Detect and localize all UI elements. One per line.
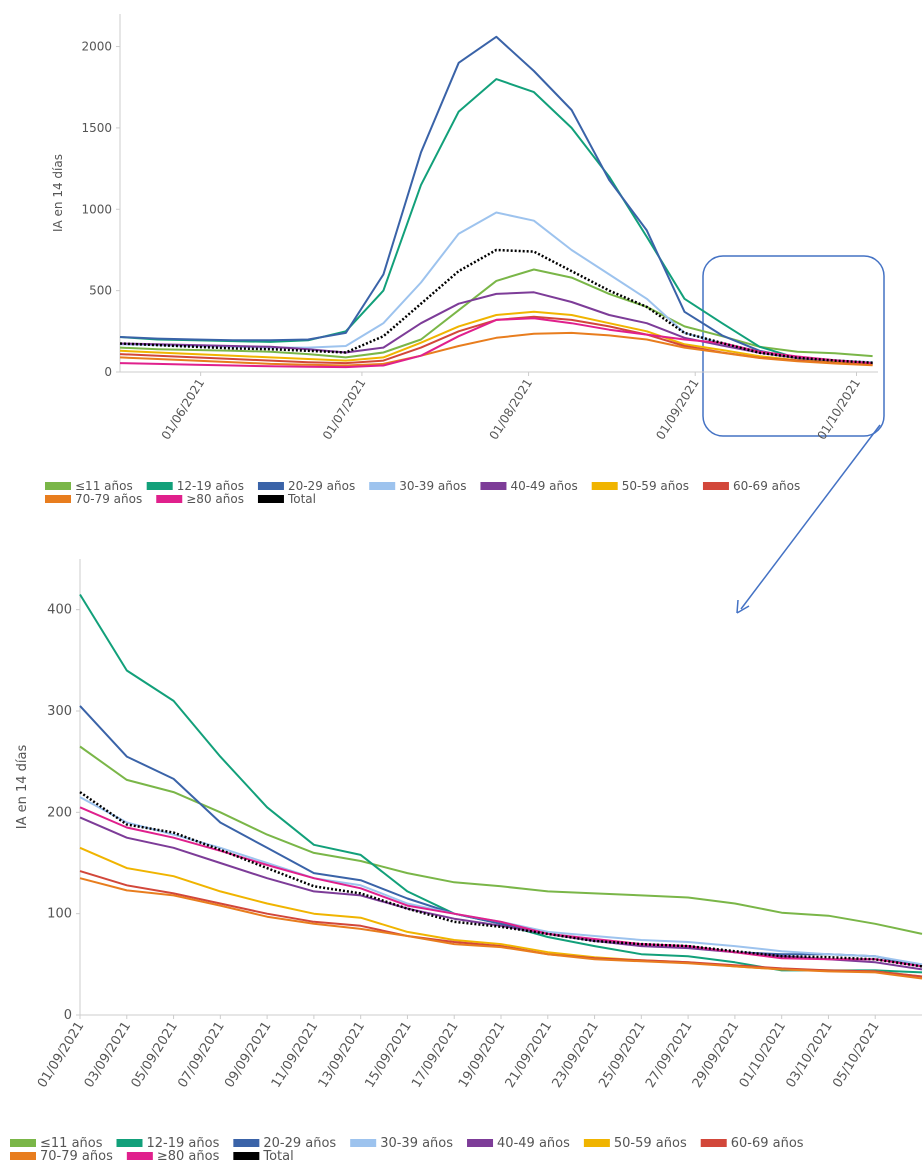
legend-label: 60-69 años — [733, 479, 800, 493]
legend-label: ≤11 años — [75, 479, 133, 493]
x-tick-label: 29/09/2021 — [690, 1019, 742, 1090]
legend-swatch — [116, 1139, 143, 1147]
x-tick-label: 01/09/2021 — [653, 376, 702, 442]
series-line — [119, 78, 873, 365]
zoom-arrow — [740, 424, 881, 610]
y-tick-label: 0 — [64, 1008, 72, 1023]
legend-swatch — [45, 495, 71, 503]
legend-swatch — [591, 482, 618, 490]
series-line — [79, 791, 923, 968]
x-tick-label: 11/09/2021 — [269, 1019, 321, 1090]
legend-swatch — [467, 1139, 494, 1147]
legend-swatch — [156, 495, 183, 503]
legend-label: ≥80 años — [157, 1149, 220, 1164]
x-tick-label: 01/09/2021 — [35, 1019, 87, 1090]
series-line — [79, 705, 923, 968]
y-tick-label: 400 — [47, 603, 72, 618]
legend-label: ≥80 años — [186, 492, 244, 506]
legend-label: Total — [262, 1149, 293, 1164]
series-line — [119, 331, 873, 367]
series-line — [119, 35, 873, 365]
x-tick-label: 03/09/2021 — [82, 1019, 134, 1090]
legend-label: 50-59 años — [614, 1136, 687, 1151]
legend-swatch — [233, 1152, 260, 1160]
legend-label: 60-69 años — [731, 1136, 804, 1151]
y-tick-label: 2000 — [81, 40, 112, 54]
legend-swatch — [583, 1139, 610, 1147]
legend-swatch — [257, 495, 284, 503]
y-tick-label: 100 — [47, 907, 72, 922]
legend-swatch — [146, 482, 173, 490]
legend-swatch — [10, 1152, 36, 1160]
x-tick-label: 01/06/2021 — [159, 376, 208, 442]
y-tick-label: 1000 — [81, 202, 112, 216]
x-tick-label: 07/09/2021 — [175, 1019, 227, 1090]
series-line — [79, 745, 923, 935]
legend-label: 30-39 años — [380, 1136, 453, 1151]
chart: 0 500 1000 1500 2000 01/06/2021 01/07/2021 01/0… — [45, 14, 878, 506]
x-tick-label: 21/09/2021 — [503, 1019, 555, 1090]
x-tick-label: 25/09/2021 — [596, 1019, 648, 1090]
x-tick-label: 01/10/2021 — [815, 376, 864, 442]
x-tick-label: 01/08/2021 — [487, 376, 536, 442]
legend-label: Total — [287, 492, 316, 506]
x-tick-label: 23/09/2021 — [550, 1019, 602, 1090]
legend-swatch — [702, 482, 729, 490]
y-axis-title: IA en 14 días — [51, 154, 65, 232]
y-axis-title: IA en 14 días — [15, 745, 30, 830]
legend-swatch — [700, 1139, 727, 1147]
legend-label: 50-59 años — [622, 479, 689, 493]
legend-label: 40-49 años — [510, 479, 577, 493]
x-tick-label: 15/09/2021 — [362, 1019, 414, 1090]
series-line — [79, 877, 923, 980]
series-line — [119, 310, 873, 366]
legend-swatch — [350, 1139, 377, 1147]
series-line — [119, 317, 873, 369]
legend-label: 20-29 años — [288, 479, 355, 493]
x-tick-label: 01/07/2021 — [320, 376, 369, 442]
legend-swatch — [369, 482, 396, 490]
y-tick-label: 500 — [89, 284, 112, 298]
zoom-box — [702, 255, 885, 437]
y-tick-label: 200 — [47, 805, 72, 820]
x-tick-label: 13/09/2021 — [316, 1019, 368, 1090]
legend-label: 12-19 años — [147, 1136, 220, 1151]
x-tick-label: 27/09/2021 — [643, 1019, 695, 1090]
legend-swatch — [126, 1152, 153, 1160]
legend-swatch — [480, 482, 507, 490]
legend-swatch — [10, 1139, 36, 1147]
legend-label: 20-29 años — [263, 1136, 336, 1151]
chart: 0 100 200 300 400 01/09/202103/09/202105/09/2… — [10, 559, 923, 1164]
legend-label: 40-49 años — [497, 1136, 570, 1151]
x-tick-label: 19/09/2021 — [456, 1019, 508, 1090]
x-tick-label: 17/09/2021 — [409, 1019, 461, 1090]
x-tick-label: 01/10/2021 — [737, 1019, 789, 1090]
legend-label: 30-39 años — [399, 479, 466, 493]
series-line — [119, 268, 873, 359]
legend-label: 12-19 años — [177, 479, 244, 493]
y-tick-label: 0 — [104, 365, 112, 379]
legend-swatch — [257, 482, 284, 490]
legend-swatch — [233, 1139, 260, 1147]
series-line — [119, 248, 873, 364]
legend-swatch — [45, 482, 71, 490]
series-line — [79, 806, 923, 968]
series-line — [79, 796, 923, 966]
x-tick-label: 05/09/2021 — [129, 1019, 181, 1090]
arrow-head — [736, 599, 750, 614]
legend-label: ≤11 años — [40, 1136, 103, 1151]
x-tick-label: 09/09/2021 — [222, 1019, 274, 1090]
legend-label: 70-79 años — [75, 492, 142, 506]
y-tick-label: 1500 — [81, 121, 112, 135]
y-tick-label: 300 — [47, 704, 72, 719]
legend-label: 70-79 años — [40, 1149, 113, 1164]
series-line — [79, 593, 923, 974]
x-tick-label: 03/10/2021 — [783, 1019, 835, 1090]
x-tick-label: 05/10/2021 — [830, 1019, 882, 1090]
series-line — [119, 291, 873, 365]
